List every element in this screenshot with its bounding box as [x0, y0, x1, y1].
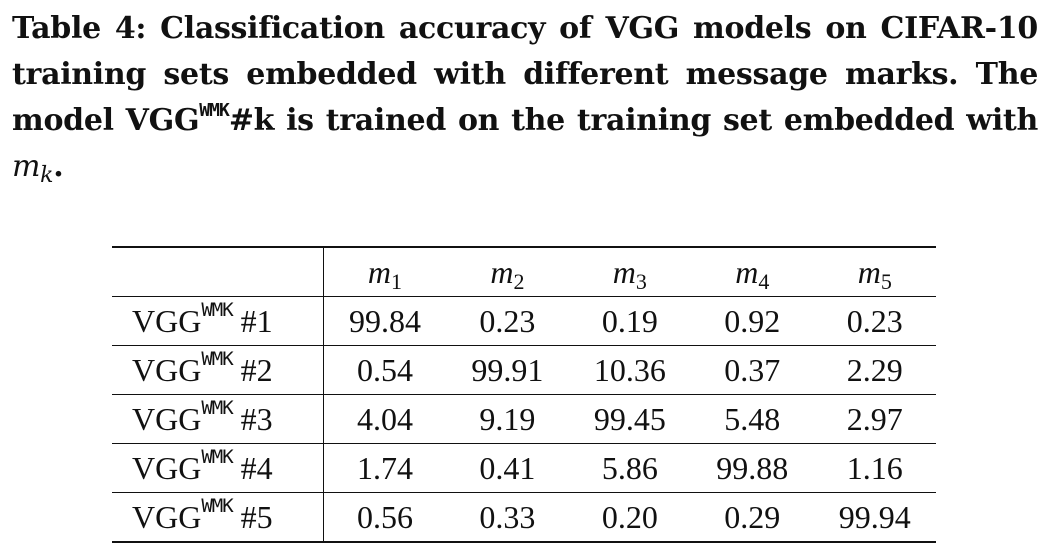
- table-cell: 99.91: [446, 345, 569, 395]
- col-header-m2: m2: [446, 247, 569, 297]
- table-cell: 0.37: [691, 345, 814, 395]
- table-cell: 0.54: [323, 345, 447, 395]
- caption-label: Table 4:: [12, 11, 147, 46]
- row-label: VGGWMK #3: [112, 394, 324, 444]
- table-row: VGGWMK #4 1.74 0.41 5.86 99.88 1.16: [112, 443, 936, 493]
- table-caption: Table 4: Classification accuracy of VGG …: [12, 6, 1038, 190]
- table-cell: 0.41: [446, 443, 569, 493]
- row-label: VGGWMK #4: [112, 443, 324, 493]
- caption-period: .: [53, 149, 64, 184]
- table-cell: 99.45: [568, 394, 692, 444]
- col-header-m5: m5: [813, 247, 936, 297]
- table-cell: 2.29: [813, 345, 936, 395]
- table-cell: 5.86: [568, 443, 692, 493]
- table-cell: 2.97: [813, 394, 936, 444]
- caption-text-a: Classification accuracy of VGG models on…: [12, 11, 1038, 138]
- table-cell: 9.19: [446, 394, 569, 444]
- header-row: m1 m2 m3 m4 m5: [112, 247, 936, 297]
- table-cell: 1.16: [813, 443, 936, 493]
- table-cell: 0.56: [323, 492, 447, 542]
- table-row: VGGWMK #1 99.84 0.23 0.19 0.92 0.23: [112, 296, 936, 346]
- row-label: VGGWMK #5: [112, 492, 324, 542]
- table-cell: 0.23: [813, 296, 936, 346]
- caption-math: mk: [12, 149, 54, 188]
- table-cell: 10.36: [568, 345, 692, 395]
- results-table: m1 m2 m3 m4 m5 VGGWMK #1 99.84 0.23 0.19…: [112, 246, 936, 543]
- table-cell: 4.04: [323, 394, 447, 444]
- col-header-m1: m1: [323, 247, 447, 297]
- row-label: VGGWMK #1: [112, 296, 324, 346]
- row-label: VGGWMK #2: [112, 345, 324, 395]
- caption-model-base: VGG: [125, 103, 200, 138]
- table-cell: 99.88: [691, 443, 814, 493]
- table-row: VGGWMK #3 4.04 9.19 99.45 5.48 2.97: [112, 394, 936, 444]
- caption-text-b: #k is trained on the training set embedd…: [228, 103, 1039, 138]
- corner-cell: [112, 247, 324, 297]
- table-row: VGGWMK #2 0.54 99.91 10.36 0.37 2.29: [112, 345, 936, 395]
- col-header-m3: m3: [568, 247, 692, 297]
- results-table-wrapper: m1 m2 m3 m4 m5 VGGWMK #1 99.84 0.23 0.19…: [112, 246, 936, 543]
- table-cell: 0.19: [568, 296, 692, 346]
- table-cell: 0.23: [446, 296, 569, 346]
- table-cell: 0.20: [568, 492, 692, 542]
- table-row: VGGWMK #5 0.56 0.33 0.20 0.29 99.94: [112, 492, 936, 542]
- table-cell: 0.33: [446, 492, 569, 542]
- table-cell: 1.74: [323, 443, 447, 493]
- table-cell: 5.48: [691, 394, 814, 444]
- table-cell: 99.84: [323, 296, 447, 346]
- table-cell: 0.29: [691, 492, 814, 542]
- col-header-m4: m4: [691, 247, 814, 297]
- caption-model-sup: WMK: [199, 100, 229, 121]
- table-cell: 0.92: [691, 296, 814, 346]
- table-cell: 99.94: [813, 492, 936, 542]
